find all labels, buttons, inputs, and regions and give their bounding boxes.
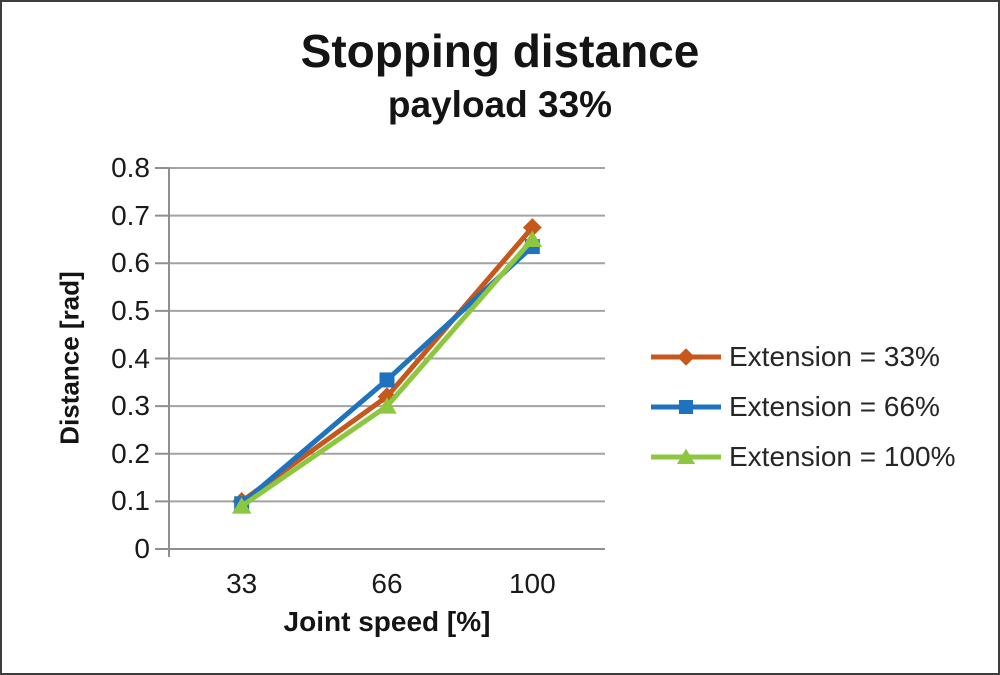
square-marker-icon [679, 400, 693, 414]
triangle-marker-icon [231, 497, 252, 514]
legend-item-extension-33: Extension = 33% [650, 332, 956, 382]
square-marker-icon [379, 372, 395, 388]
x-tick-label: 33 [226, 568, 258, 599]
y-tick-label: 0.8 [111, 152, 150, 183]
legend-swatch-triangle-icon [651, 448, 721, 464]
legend-item-extension-66: Extension = 66% [650, 382, 956, 432]
legend-swatch-diamond-icon [651, 348, 721, 366]
legend-item-extension-100: Extension = 100% [650, 432, 956, 482]
diamond-marker-icon [677, 348, 695, 366]
y-tick-label: 0.6 [111, 247, 150, 279]
x-tick-label: 66 [371, 568, 403, 599]
legend-label: Extension = 100% [729, 441, 956, 472]
legend-label: Extension = 33% [729, 341, 940, 372]
series-line [239, 225, 535, 504]
triangle-marker-icon [522, 230, 543, 247]
legend-swatch-square-icon [651, 400, 721, 414]
x-tick-label: 100 [508, 568, 556, 599]
y-tick-label: 0.5 [111, 294, 150, 326]
y-tick-label: 0.1 [111, 485, 150, 517]
y-tick-label: 0 [134, 533, 150, 564]
plot-area [155, 167, 605, 557]
y-tick-label: 0.7 [111, 199, 150, 231]
legend-label: Extension = 66% [729, 391, 940, 422]
x-axis-title: Joint speed [%] [283, 606, 491, 637]
y-tick-label: 0.4 [111, 342, 150, 374]
triangle-marker-icon [377, 397, 397, 414]
diamond-marker-icon [522, 218, 542, 237]
y-tick-label: 0.2 [111, 437, 150, 469]
chart-subtitle: payload 33% [387, 84, 613, 125]
legend: Extension = 33% Extension = 66% Extensio… [650, 332, 956, 482]
y-tick-label: 0.3 [111, 390, 150, 422]
chart-title: Stopping distance [300, 25, 700, 77]
triangle-marker-icon [676, 448, 696, 464]
